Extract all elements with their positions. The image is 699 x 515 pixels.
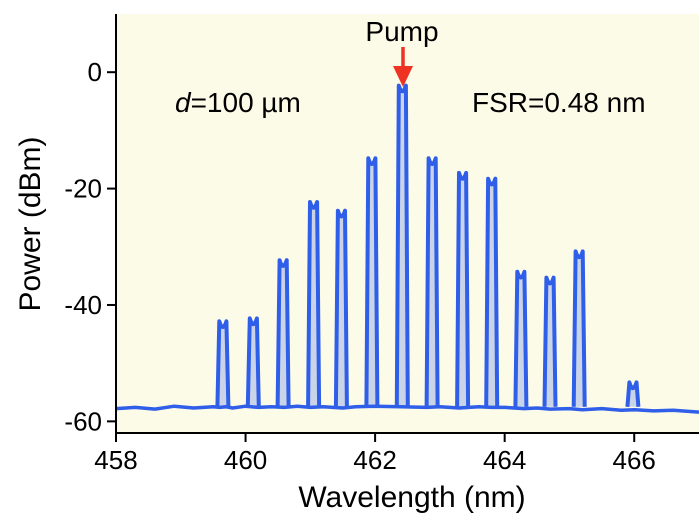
axes-layer: 458 460 462 464 466 0 -20 -40 -60 bbox=[64, 57, 655, 475]
noise-floor-line bbox=[115, 404, 699, 414]
thickness-value: =100 µm bbox=[191, 87, 301, 118]
fsr-annotation: FSR=0.48 nm bbox=[472, 87, 646, 118]
comb-peak bbox=[394, 83, 410, 407]
x-tick-label: 462 bbox=[353, 445, 396, 475]
y-tick-label: -60 bbox=[64, 406, 102, 436]
thickness-symbol: d bbox=[175, 87, 192, 118]
comb-peak bbox=[513, 269, 529, 407]
comb-peak bbox=[424, 156, 440, 407]
x-tick-label: 464 bbox=[483, 445, 526, 475]
x-tick-label: 458 bbox=[94, 445, 137, 475]
comb-peak bbox=[364, 156, 380, 407]
thickness-annotation: d=100 µm bbox=[175, 87, 301, 118]
comb-peak bbox=[333, 208, 349, 407]
pump-label: Pump bbox=[365, 16, 438, 47]
x-tick-label: 466 bbox=[613, 445, 656, 475]
series-layer bbox=[115, 83, 699, 414]
y-axis-title: Power (dBm) bbox=[14, 136, 47, 311]
x-axis-title: Wavelength (nm) bbox=[298, 481, 525, 514]
y-tick-label: 0 bbox=[88, 57, 102, 87]
comb-peak bbox=[484, 176, 500, 407]
comb-peak bbox=[306, 200, 322, 407]
comb-peak bbox=[542, 275, 558, 407]
comb-peak bbox=[455, 170, 471, 407]
comb-peak bbox=[571, 249, 587, 407]
y-tick-label: -40 bbox=[64, 290, 102, 320]
comb-peak bbox=[215, 319, 231, 407]
comb-peak bbox=[275, 258, 291, 407]
comb-peak bbox=[245, 316, 261, 407]
comb-peak bbox=[625, 380, 641, 407]
y-tick-label: -20 bbox=[64, 174, 102, 204]
pump-arrow bbox=[393, 47, 413, 87]
x-tick-label: 460 bbox=[224, 445, 267, 475]
